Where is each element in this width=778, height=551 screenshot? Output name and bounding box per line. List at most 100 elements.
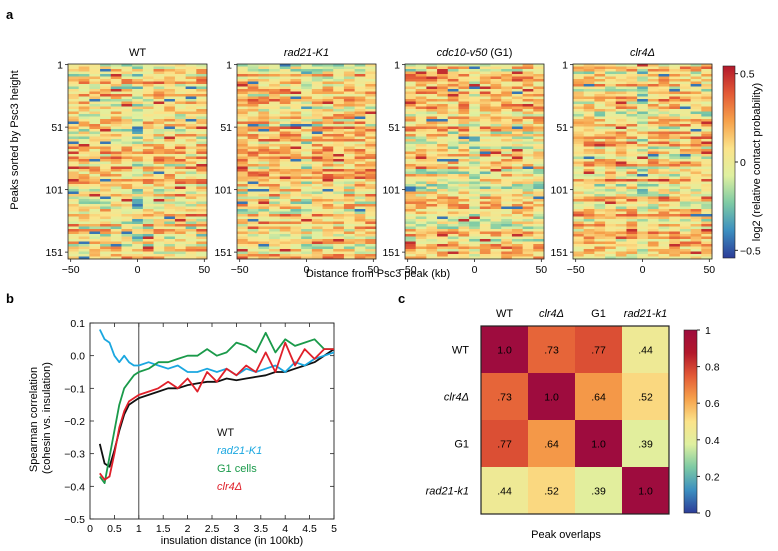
heatmap-cell (301, 66, 313, 70)
heatmap-cell (479, 156, 491, 160)
heatmap-cell (701, 134, 713, 137)
heatmap-cell (301, 126, 313, 130)
heatmap-cell (110, 254, 122, 257)
heatmap-cell (437, 109, 449, 112)
heatmap-cell (322, 134, 334, 137)
heatmap-cell (701, 106, 713, 110)
heatmap-cell (458, 236, 470, 240)
heatmap-cell (583, 156, 595, 160)
heatmap-cell (533, 119, 545, 122)
heatmap-cell (290, 236, 302, 240)
heatmap-cell (164, 111, 176, 115)
heatmap-cell (447, 236, 459, 240)
heatmap-cell (405, 246, 417, 250)
heatmap-cell (701, 196, 713, 200)
heatmap-cell (142, 104, 154, 107)
heatmap-cell (626, 226, 638, 230)
heatmap-cell (573, 154, 585, 157)
heatmap-cell (522, 121, 534, 125)
heatmap-cell (89, 76, 101, 80)
heatmap-cell (365, 244, 377, 247)
heatmap-cell (583, 244, 595, 247)
heatmap-cell (615, 114, 627, 117)
heatmap-cell (669, 244, 681, 247)
heatmap-cell (365, 111, 377, 115)
heatmap-cell (583, 236, 595, 240)
heatmap-cell (647, 74, 659, 77)
heatmap-cell (490, 249, 502, 252)
heatmap-cell (405, 66, 417, 70)
heatmap-cell (174, 201, 187, 205)
heatmap-cell (583, 114, 595, 117)
heatmap-cell (110, 109, 122, 112)
heatmap-cell (415, 241, 427, 245)
heatmap-cell (301, 161, 313, 165)
heatmap-cell (185, 154, 197, 157)
heatmap-cell (701, 154, 713, 157)
heatmap-cell (626, 96, 638, 100)
heatmap-cell (533, 206, 545, 210)
line-chart-xtick-label: 3.5 (253, 523, 268, 535)
heatmap-cell (100, 151, 112, 155)
heatmap-cell (605, 196, 617, 200)
heatmap-cell (690, 104, 702, 107)
heatmap-cell (594, 209, 606, 212)
heatmap-cell (415, 124, 427, 127)
heatmap-cell (78, 194, 90, 197)
heatmap-cell (68, 156, 80, 160)
heatmap-cell (533, 114, 545, 117)
heatmap-cell (343, 136, 356, 140)
heatmap-cell (479, 211, 491, 215)
heatmap-cell (164, 181, 176, 185)
heatmap-cell (701, 209, 713, 212)
heatmap-cell (437, 119, 449, 122)
heatmap-cell (669, 246, 681, 250)
heatmap-cell (701, 71, 713, 75)
heatmap-cell (110, 79, 122, 82)
heatmap-cell (301, 236, 313, 240)
heatmap-cell (405, 136, 417, 140)
heatmap-cell (365, 99, 377, 102)
heatmap-xtick-label: 0 (135, 264, 141, 276)
heatmap-cell (501, 246, 513, 250)
heatmap-cell (490, 211, 502, 215)
overlap-cell (481, 467, 528, 514)
heatmap-cell (196, 216, 208, 220)
heatmap-cell (279, 199, 291, 202)
heatmap-cell (679, 179, 692, 182)
heatmap-cell (479, 206, 491, 210)
heatmap-cell (153, 174, 165, 177)
heatmap-cell (311, 249, 323, 252)
heatmap-cell (458, 169, 470, 172)
heatmap-cell (405, 71, 417, 75)
heatmap-cell (110, 89, 122, 92)
heatmap-cell (583, 111, 595, 115)
heatmap-cell (605, 149, 617, 152)
heatmap-cell (142, 174, 154, 177)
heatmap-cell (100, 156, 112, 160)
heatmap-cell (132, 146, 144, 150)
heatmap-cell (78, 69, 90, 72)
heatmap-cell (290, 71, 302, 75)
heatmap-cell (415, 224, 427, 227)
heatmap-cell (237, 171, 249, 175)
heatmap-title-text: clr4Δ (630, 47, 655, 59)
heatmap-cell (594, 256, 606, 260)
heatmap-cell (89, 74, 101, 77)
heatmap-cell (426, 134, 438, 137)
heatmap-cell (437, 71, 449, 75)
heatmap-cell (68, 154, 80, 157)
heatmap-cell (511, 199, 524, 202)
heatmap-cell (490, 179, 502, 182)
heatmap-cell (573, 249, 585, 252)
heatmap-cell (658, 86, 670, 90)
heatmap-cell (669, 236, 681, 240)
heatmap-cell (511, 219, 524, 222)
heatmap-cell (153, 156, 165, 160)
heatmap-cell (573, 219, 585, 222)
heatmap-cell (258, 104, 270, 107)
heatmap-cell (164, 89, 176, 92)
heatmap-cell (185, 191, 197, 195)
heatmap-cell (333, 124, 345, 127)
heatmap-cell (669, 64, 681, 67)
